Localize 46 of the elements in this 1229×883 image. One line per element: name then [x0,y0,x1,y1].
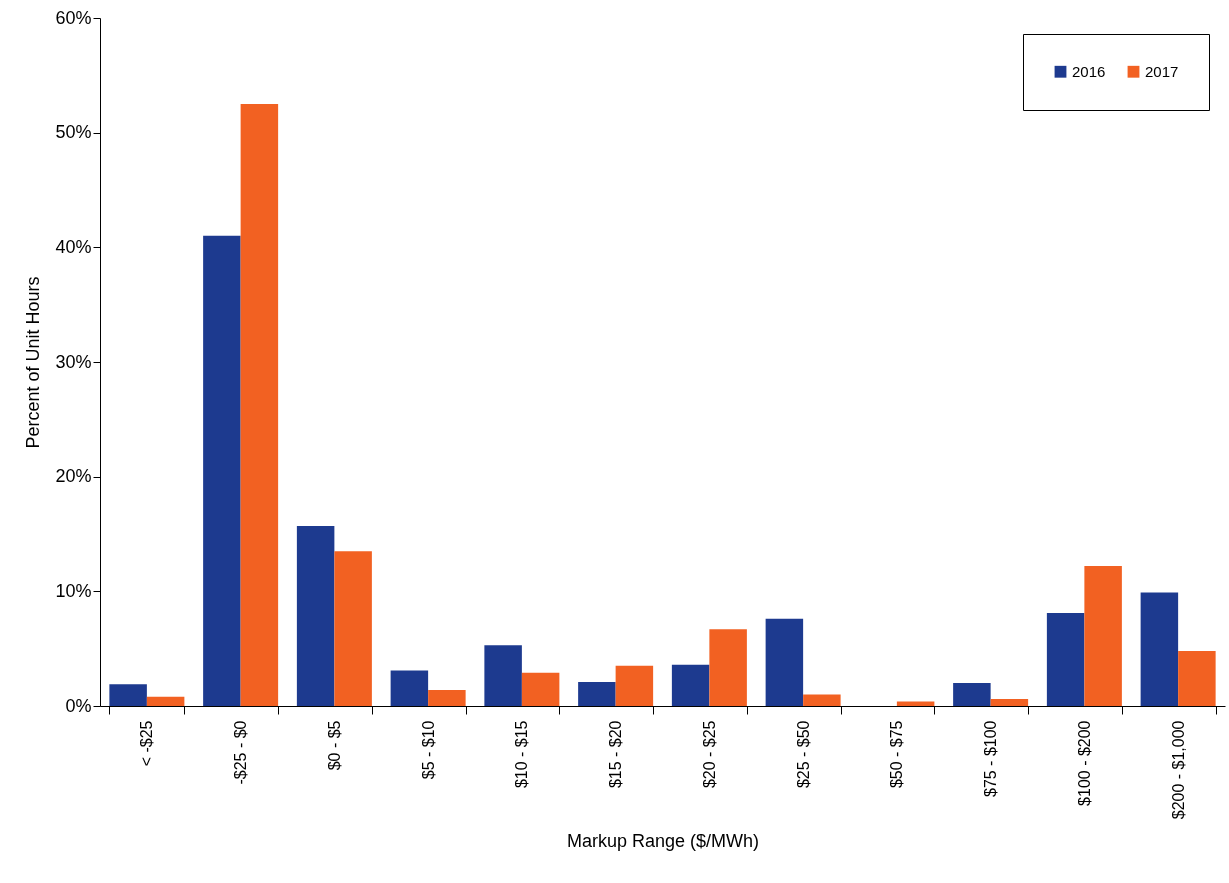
bar [484,645,522,706]
x-tick-label: $200 - $1,000 [1169,720,1187,820]
x-tick-label: $5 - $10 [419,720,437,780]
x-tick-label: < -$25 [138,720,156,767]
y-axis-title: Percent of Unit Hours [23,276,44,449]
bar [240,104,279,706]
bar [334,551,372,706]
x-tick-label: $25 - $50 [794,720,812,789]
bar [615,665,654,706]
legend-label: 2016 [1072,62,1106,80]
bar [1140,592,1179,706]
y-tick-label: 50% [55,122,92,143]
bar [146,696,185,706]
bar [109,684,147,706]
bar [521,672,560,706]
bar [390,670,429,706]
x-tick-label: $0 - $5 [325,720,343,771]
bar [203,235,241,706]
x-tick-label: $100 - $200 [1075,720,1093,806]
bar [953,683,991,706]
x-tick-label: -$25 - $0 [232,720,250,785]
bar [671,664,710,706]
bar [803,694,841,706]
y-tick-label: 30% [55,351,92,372]
y-tick-label: 0% [65,695,92,716]
y-tick-label: 20% [55,466,92,487]
legend-label: 2017 [1145,62,1179,80]
bar [428,689,466,706]
bar [990,699,1029,706]
y-tick-label: 40% [55,236,92,257]
bar [1178,650,1216,706]
bar [765,618,804,706]
x-axis-title: Markup Range ($/MWh) [566,831,760,852]
y-tick-label: 60% [55,7,92,28]
x-tick-label: $50 - $75 [888,720,906,789]
bar [896,701,935,706]
x-tick-label: $15 - $20 [607,720,625,789]
bar [296,525,335,706]
bar [709,629,747,706]
bar [1046,613,1085,706]
bar [1084,566,1122,706]
x-tick-label: $75 - $100 [982,720,1000,798]
x-tick-label: $10 - $15 [513,720,531,789]
y-tick-label: 10% [55,580,92,601]
x-tick-label: $20 - $25 [700,720,718,789]
bar [578,681,616,706]
